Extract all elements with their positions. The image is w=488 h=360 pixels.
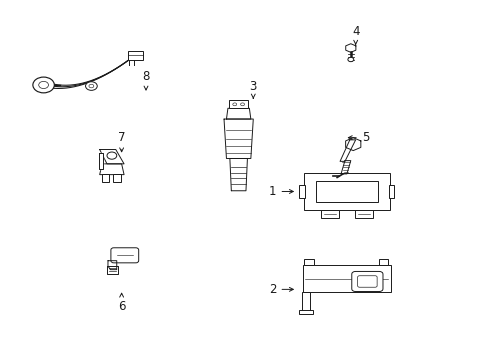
Bar	[388, 185, 394, 198]
Text: 1: 1	[268, 185, 293, 198]
Polygon shape	[345, 138, 360, 150]
Text: 4: 4	[351, 25, 359, 44]
Polygon shape	[100, 149, 124, 164]
Circle shape	[232, 103, 236, 106]
Circle shape	[39, 81, 48, 89]
Text: 7: 7	[118, 131, 125, 152]
Polygon shape	[107, 266, 118, 274]
Polygon shape	[99, 153, 103, 169]
Polygon shape	[340, 161, 350, 174]
Text: 3: 3	[249, 80, 256, 98]
Bar	[303, 265, 390, 292]
Polygon shape	[226, 108, 250, 119]
Polygon shape	[345, 44, 355, 52]
Circle shape	[89, 84, 94, 88]
Text: 5: 5	[347, 131, 368, 144]
Bar	[299, 185, 305, 198]
Circle shape	[240, 103, 244, 106]
FancyBboxPatch shape	[351, 271, 382, 292]
Bar	[378, 259, 387, 265]
Bar	[304, 173, 389, 210]
Polygon shape	[339, 140, 355, 161]
Bar	[102, 174, 109, 182]
Polygon shape	[229, 158, 247, 191]
Circle shape	[33, 77, 54, 93]
Text: 2: 2	[268, 283, 293, 296]
FancyBboxPatch shape	[357, 276, 376, 287]
Polygon shape	[108, 261, 117, 270]
Bar	[354, 210, 372, 218]
Polygon shape	[100, 164, 124, 175]
Bar	[113, 174, 121, 182]
Text: 6: 6	[118, 293, 125, 313]
Text: 8: 8	[142, 70, 149, 90]
Circle shape	[107, 152, 117, 159]
Bar	[316, 181, 377, 202]
Bar	[301, 292, 310, 312]
Polygon shape	[224, 119, 253, 158]
Bar	[228, 100, 248, 108]
Circle shape	[85, 82, 97, 90]
Bar	[321, 210, 338, 218]
Bar	[304, 259, 313, 265]
Circle shape	[347, 57, 353, 62]
Bar	[128, 51, 143, 60]
FancyBboxPatch shape	[111, 248, 139, 263]
Bar	[299, 310, 312, 314]
